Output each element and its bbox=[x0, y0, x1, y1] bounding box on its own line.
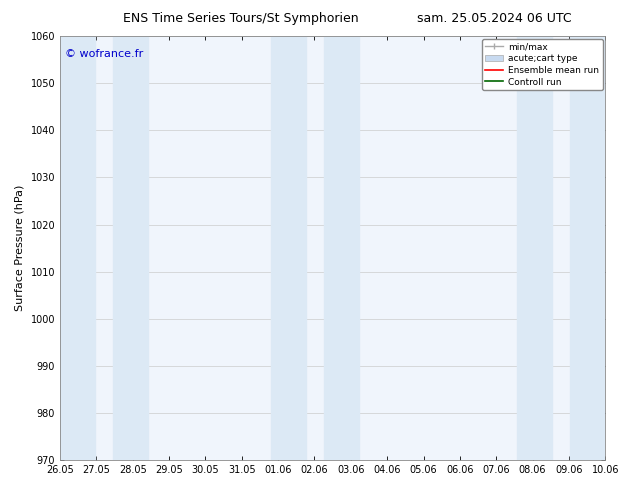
Text: © wofrance.fr: © wofrance.fr bbox=[65, 49, 144, 59]
Y-axis label: Surface Pressure (hPa): Surface Pressure (hPa) bbox=[15, 185, 25, 311]
Bar bbox=[324, 36, 359, 460]
Text: sam. 25.05.2024 06 UTC: sam. 25.05.2024 06 UTC bbox=[417, 12, 572, 25]
Bar bbox=[517, 36, 552, 460]
Bar bbox=[113, 36, 148, 460]
Legend: min/max, acute;cart type, Ensemble mean run, Controll run: min/max, acute;cart type, Ensemble mean … bbox=[482, 39, 602, 90]
Text: ENS Time Series Tours/St Symphorien: ENS Time Series Tours/St Symphorien bbox=[123, 12, 359, 25]
Bar bbox=[60, 36, 95, 460]
Bar bbox=[271, 36, 306, 460]
Bar bbox=[570, 36, 605, 460]
